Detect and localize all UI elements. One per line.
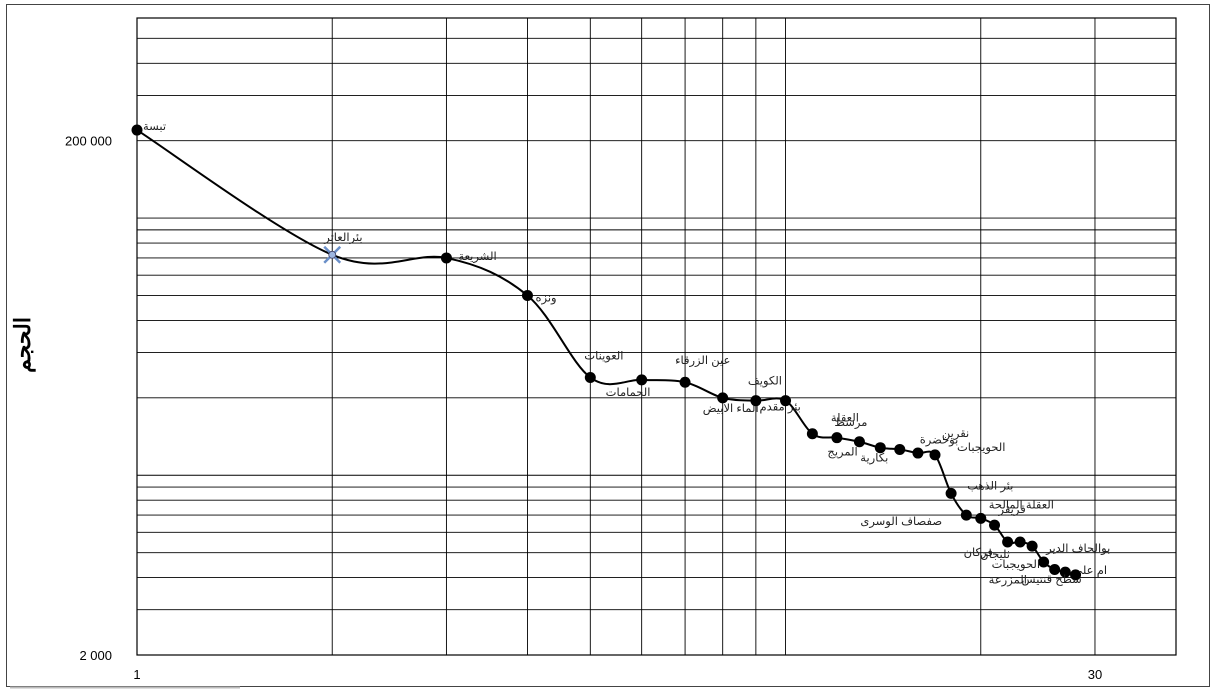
data-point [853,436,865,448]
data-point [717,392,729,404]
y-tick-label: 2 000 [79,648,112,663]
data-point [636,374,648,386]
data-label: تبسة [143,121,166,133]
data-point [1059,566,1071,578]
data-label: الحمامات [606,387,651,399]
tick-labels: 1 30 2 000 200 000 [65,134,1102,682]
data-label: سطح قنتيس [1022,574,1082,587]
data-point [679,376,691,388]
data-label: عين الزرقاء [675,355,730,368]
data-point [521,290,533,302]
x-tick-label: 1 [133,667,140,682]
data-label: نقرين [942,428,969,441]
data-label: بئرالعاتر [323,232,362,245]
data-label: الماء الابيض [703,403,759,416]
data-label: المريج [827,447,857,460]
data-label: ام علي [1073,565,1107,577]
data-label: بوخضرة [920,434,959,447]
data-point [960,509,972,521]
data-label: قريقر [998,504,1026,517]
data-points: تبسة بئرالعاتر الشريعة ونزة العوينات الحمامات… [131,121,1110,588]
data-point [929,449,941,461]
data-point [874,442,886,454]
data-label: الكويف [748,376,782,389]
data-label: بكارية [860,453,888,466]
data-point [806,428,818,440]
data-point [131,124,143,136]
data-point [831,432,843,444]
data-point [1014,536,1026,548]
y-tick-label: 200 000 [65,134,112,149]
data-point [912,447,924,459]
data-point [440,252,452,264]
data-label: بئر مقدم [760,402,801,415]
data-label: صفصاف الوسرى [860,516,942,529]
data-label: العقلة المالحة [989,499,1054,511]
data-point [989,519,1001,531]
data-point-core [328,250,337,259]
data-label: ونزة [535,293,556,306]
data-point [1049,564,1061,576]
data-point [1026,540,1038,552]
data-label: الشريعة [458,251,496,264]
data-label: العقلة [831,413,859,425]
gridlines [136,17,1177,656]
data-label: المزرعة [989,575,1027,588]
data-label: بوالحاف الدير [1045,543,1110,556]
data-label: مرسط [834,417,867,430]
y-axis-label: الحجم [10,317,36,373]
x-tick-label: 30 [1088,667,1102,682]
data-point [1070,569,1082,581]
data-point [1002,536,1014,548]
data-point [1038,556,1050,568]
data-label: الحويجبات [992,559,1041,572]
data-point [780,395,792,407]
data-label: العوينات [584,350,623,363]
data-point [750,395,762,407]
data-label: فركان [964,547,993,560]
data-label: بئر الذهب [967,480,1013,493]
data-point [584,371,596,383]
data-point [894,443,906,455]
data-point [975,512,987,524]
data-label: الحويجبات [957,442,1006,455]
plot-border [136,17,1177,656]
data-point [945,487,957,499]
data-point [323,245,342,264]
data-label: ثليجان [980,549,1010,561]
